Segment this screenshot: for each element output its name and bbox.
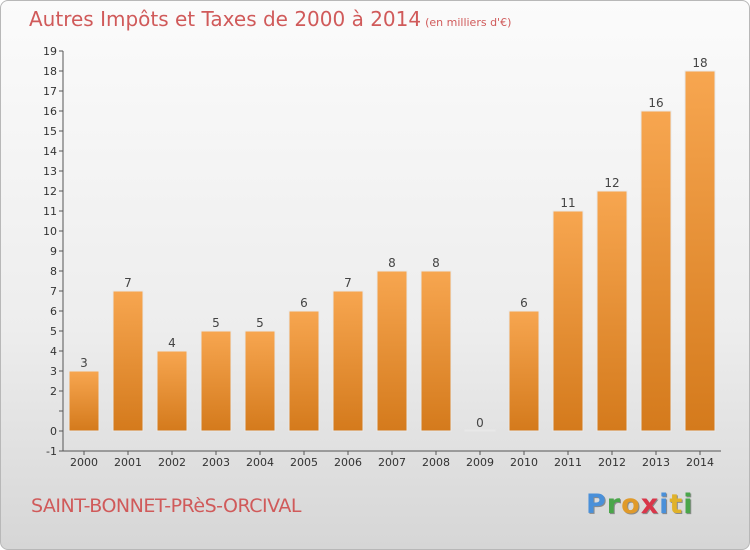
chart-bars bbox=[68, 70, 716, 432]
y-tick-label: 7 bbox=[50, 285, 57, 298]
bar-value-label: 0 bbox=[476, 416, 484, 430]
logo-letter: x bbox=[640, 489, 660, 520]
bar-value-label: 11 bbox=[560, 196, 575, 210]
y-tick-label: 9 bbox=[50, 245, 57, 258]
y-tick-label: 18 bbox=[43, 65, 57, 78]
logo-letter: P bbox=[586, 489, 607, 520]
bar-value-label: 6 bbox=[520, 296, 528, 310]
bar-value-label: 18 bbox=[692, 56, 707, 70]
bar bbox=[508, 310, 540, 432]
bar bbox=[332, 290, 364, 432]
bar bbox=[376, 270, 408, 432]
bar-value-label: 4 bbox=[168, 336, 176, 350]
bar-value-label: 5 bbox=[212, 316, 220, 330]
bar-value-label: 7 bbox=[344, 276, 352, 290]
bar-value-label: 6 bbox=[300, 296, 308, 310]
y-tick-label: 16 bbox=[43, 105, 57, 118]
x-tick-label: 2013 bbox=[642, 456, 670, 469]
x-tick-label: 2004 bbox=[246, 456, 274, 469]
x-tick-label: 2010 bbox=[510, 456, 538, 469]
x-tick-label: 2007 bbox=[378, 456, 406, 469]
bar bbox=[200, 330, 232, 432]
bar-value-label: 12 bbox=[604, 176, 619, 190]
y-tick-label: 17 bbox=[43, 85, 57, 98]
logo-letter: t bbox=[669, 489, 684, 520]
commune-name: SAINT-BONNET-PRèS-ORCIVAL bbox=[31, 495, 301, 517]
chart-unit: (en milliers d'€) bbox=[425, 16, 512, 29]
logo-letter: o bbox=[621, 489, 641, 520]
bar-value-label: 8 bbox=[388, 256, 396, 270]
x-tick-label: 2005 bbox=[290, 456, 318, 469]
bar bbox=[112, 290, 144, 432]
logo-letter: r bbox=[606, 489, 622, 520]
bar bbox=[288, 310, 320, 432]
y-tick-label: -1 bbox=[46, 445, 57, 458]
bar-value-label: 3 bbox=[80, 356, 88, 370]
y-tick-label: 4 bbox=[50, 345, 57, 358]
bar bbox=[156, 350, 188, 432]
bar bbox=[640, 110, 672, 432]
proxiti-logo: Proxiti bbox=[586, 489, 694, 520]
bar-value-label: 16 bbox=[648, 96, 663, 110]
y-tick-label: 8 bbox=[50, 265, 57, 278]
bar-value-label: 8 bbox=[432, 256, 440, 270]
chart-axes: -1 0 2 3 4 5 6 7 8 9 10 11 12 13 14 15 16 17 18 19 bbox=[43, 45, 721, 458]
x-tick-label: 2012 bbox=[598, 456, 626, 469]
y-tick-label: 13 bbox=[43, 165, 57, 178]
bar bbox=[552, 210, 584, 432]
y-tick-label: 10 bbox=[43, 225, 57, 238]
chart-labels: 2000 3 2001 7 2002 4 2003 5 2004 5 2005 6 2006 7 2007 8… bbox=[70, 56, 714, 469]
x-tick-label: 2014 bbox=[686, 456, 714, 469]
y-tick-label: 11 bbox=[43, 205, 57, 218]
y-tick-label: 0 bbox=[50, 425, 57, 438]
y-tick-label: 19 bbox=[43, 45, 57, 58]
bar bbox=[464, 429, 496, 432]
bar-value-label: 7 bbox=[124, 276, 132, 290]
x-tick-label: 2011 bbox=[554, 456, 582, 469]
bar bbox=[596, 190, 628, 432]
logo-letter: i bbox=[683, 489, 694, 520]
bar bbox=[684, 70, 716, 432]
y-tick-label: 15 bbox=[43, 125, 57, 138]
y-tick-label: 5 bbox=[50, 325, 57, 338]
chart-title: Autres Impôts et Taxes de 2000 à 2014 (en… bbox=[29, 7, 511, 31]
x-tick-label: 2003 bbox=[202, 456, 230, 469]
bar bbox=[420, 270, 452, 432]
y-tick-label: 12 bbox=[43, 185, 57, 198]
x-tick-label: 2008 bbox=[422, 456, 450, 469]
chart-title-text: Autres Impôts et Taxes de 2000 à 2014 bbox=[29, 7, 422, 31]
x-tick-label: 2000 bbox=[70, 456, 98, 469]
x-tick-label: 2001 bbox=[114, 456, 142, 469]
bar bbox=[68, 370, 100, 432]
bar-value-label: 5 bbox=[256, 316, 264, 330]
x-tick-label: 2006 bbox=[334, 456, 362, 469]
x-tick-label: 2009 bbox=[466, 456, 494, 469]
bar bbox=[244, 330, 276, 432]
x-tick-label: 2002 bbox=[158, 456, 186, 469]
y-tick-label: 14 bbox=[43, 145, 57, 158]
logo-letter: i bbox=[659, 489, 670, 520]
y-tick-label: 6 bbox=[50, 305, 57, 318]
y-tick-label: 2 bbox=[50, 385, 57, 398]
y-tick-label: 3 bbox=[50, 365, 57, 378]
